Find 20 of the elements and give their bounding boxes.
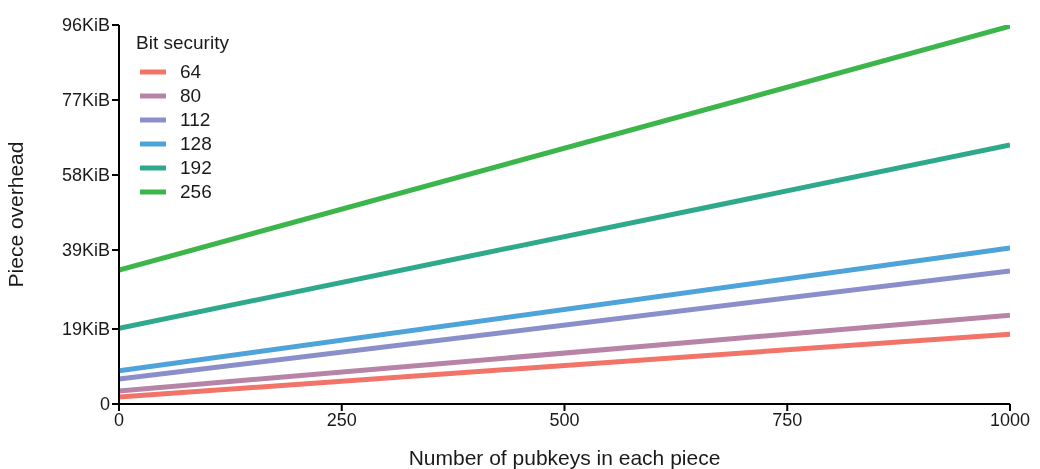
y-tick-label: 19KiB [61,319,110,340]
legend-label: 192 [180,157,212,179]
y-tick-label: 77KiB [61,90,110,111]
y-tick-label: 0 [99,394,110,415]
legend-label: 256 [180,181,212,203]
legend-label: 112 [180,109,211,131]
y-tick-label: 39KiB [61,240,110,261]
x-tick-label: 750 [772,409,803,430]
legend-label: 128 [180,133,212,155]
legend-title: Bit security [136,32,229,54]
x-tick-label: 500 [549,409,580,430]
legend-label: 64 [180,61,202,83]
legend-label: 80 [180,85,202,107]
y-axis-title: Piece overhead [4,141,28,288]
y-tick-label: 96KiB [61,15,110,36]
x-tick-label: 250 [326,409,357,430]
y-tick-label: 58KiB [61,165,110,186]
x-tick-label: 1000 [989,409,1031,430]
x-axis-title: Number of pubkeys in each piece [408,446,721,469]
x-tick-label: 0 [113,409,125,430]
